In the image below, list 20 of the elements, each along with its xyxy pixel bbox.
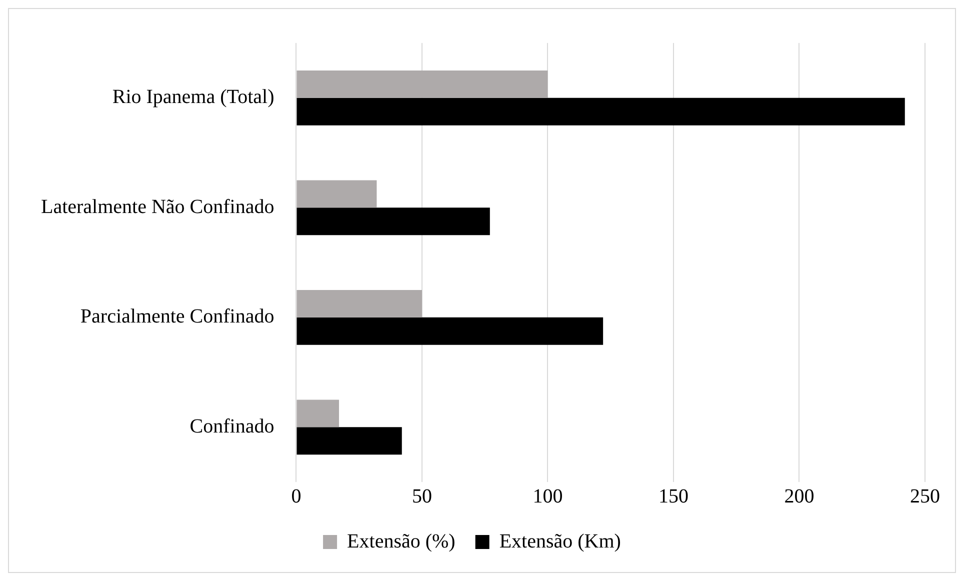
bar xyxy=(296,427,402,455)
bar xyxy=(296,70,548,98)
legend-label: Extensão (Km) xyxy=(499,530,621,552)
legend-label: Extensão (%) xyxy=(347,530,456,552)
x-tick-label: 150 xyxy=(658,485,688,508)
y-tick-label: Rio Ipanema (Total) xyxy=(112,86,274,108)
bar xyxy=(296,400,339,428)
x-tick-label: 50 xyxy=(412,485,432,508)
x-tick-label: 250 xyxy=(910,485,940,508)
bar xyxy=(296,180,377,208)
bar xyxy=(296,208,490,236)
x-tick-label: 100 xyxy=(532,485,563,508)
y-tick-label: Parcialmente Confinado xyxy=(80,306,274,328)
x-tick-label: 0 xyxy=(291,485,302,508)
y-tick-label: Lateralmente Não Confinado xyxy=(40,196,274,218)
x-tick-label: 200 xyxy=(784,485,814,508)
bar xyxy=(296,98,905,126)
y-tick-label: Confinado xyxy=(190,415,274,438)
bar xyxy=(296,290,422,318)
bar xyxy=(296,317,604,345)
